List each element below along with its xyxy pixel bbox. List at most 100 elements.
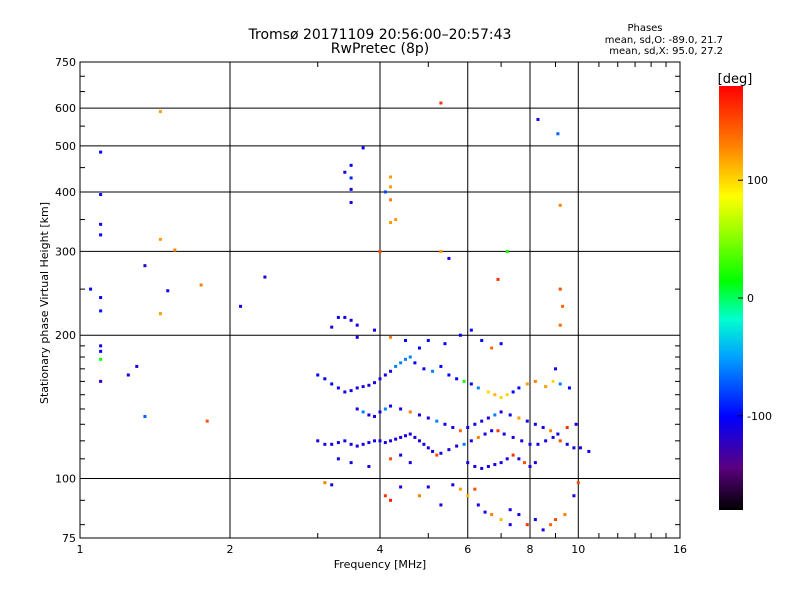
data-point [99, 193, 103, 197]
data-point [403, 338, 407, 342]
x-tick-label: 6 [464, 543, 471, 556]
data-point [408, 432, 412, 436]
data-point [383, 373, 387, 377]
data-point [486, 390, 490, 394]
data-point [499, 461, 503, 465]
data-point [525, 382, 529, 386]
data-point [502, 432, 506, 436]
data-point [343, 315, 347, 319]
data-point [536, 442, 540, 446]
data-point [173, 248, 177, 252]
data-point [361, 410, 365, 414]
x-axis-ticks: 1 2 4 6 8 10 16 [77, 62, 687, 556]
colorbar-label: [deg] [718, 72, 753, 87]
data-point [435, 419, 439, 423]
data-point [533, 461, 537, 465]
data-point [336, 441, 340, 445]
data-point [417, 439, 421, 443]
data-point [349, 176, 353, 180]
data-point [517, 457, 521, 461]
data-point [508, 523, 512, 527]
data-point [536, 117, 540, 121]
data-point [408, 355, 412, 359]
data-point [330, 442, 334, 446]
data-point [558, 382, 562, 386]
y-tick-label: 100 [55, 473, 76, 486]
data-point [389, 185, 393, 189]
data-point [355, 444, 359, 448]
data-point [336, 386, 340, 390]
data-point [399, 435, 403, 439]
data-point [469, 382, 473, 386]
data-point [439, 451, 443, 455]
data-point [451, 483, 455, 487]
data-point [496, 277, 500, 281]
data-point [389, 198, 393, 202]
data-point [558, 323, 562, 327]
y-axis-label: Stationary phase Virtual Height [km] [38, 202, 51, 404]
data-point [455, 444, 459, 448]
data-point [373, 439, 377, 443]
data-point [549, 429, 553, 433]
data-point [578, 446, 582, 450]
data-point [126, 373, 130, 377]
data-point [158, 237, 162, 241]
data-point [549, 523, 553, 527]
data-point [556, 132, 560, 136]
data-point [533, 422, 537, 426]
data-point [99, 150, 103, 154]
data-point [389, 404, 393, 408]
data-points [89, 101, 591, 532]
data-point [349, 187, 353, 191]
data-point [508, 413, 512, 417]
y-tick-label: 750 [55, 56, 76, 69]
data-point [323, 442, 327, 446]
data-point [330, 382, 334, 386]
data-point [499, 518, 503, 522]
y-tick-label: 600 [55, 102, 76, 115]
data-point [551, 435, 555, 439]
data-point [422, 442, 426, 446]
data-point [435, 453, 439, 457]
data-point [473, 464, 477, 468]
data-point [323, 377, 327, 381]
data-point [447, 256, 451, 260]
data-point [135, 364, 139, 368]
data-point [389, 335, 393, 339]
data-point [355, 335, 359, 339]
data-point [361, 146, 365, 150]
data-point [422, 367, 426, 371]
data-point [587, 449, 591, 453]
data-point [158, 110, 162, 114]
data-point [447, 448, 451, 452]
data-point [383, 190, 387, 194]
data-point [389, 369, 393, 373]
data-point [483, 432, 487, 436]
data-point [490, 429, 494, 433]
data-point [394, 437, 398, 441]
data-point [349, 201, 353, 205]
grid-lines [80, 62, 680, 538]
data-point [496, 429, 500, 433]
data-point [476, 386, 480, 390]
data-point [399, 453, 403, 457]
data-point [373, 414, 377, 418]
data-point [205, 419, 209, 423]
data-point [473, 422, 477, 426]
stats-line-x: mean, sd,X: 95.0, 27.2 [609, 46, 723, 57]
x-tick-label: 4 [377, 543, 384, 556]
data-point [466, 425, 470, 429]
data-point [373, 328, 377, 332]
data-point [490, 346, 494, 350]
data-point [426, 338, 430, 342]
data-point [316, 439, 320, 443]
data-point [413, 361, 417, 365]
data-point [517, 416, 521, 420]
data-point [367, 464, 371, 468]
data-point [99, 309, 103, 313]
data-point [439, 364, 443, 368]
y-tick-label: 75 [62, 532, 76, 545]
data-point [263, 275, 267, 279]
data-point [343, 170, 347, 174]
data-point [399, 361, 403, 365]
